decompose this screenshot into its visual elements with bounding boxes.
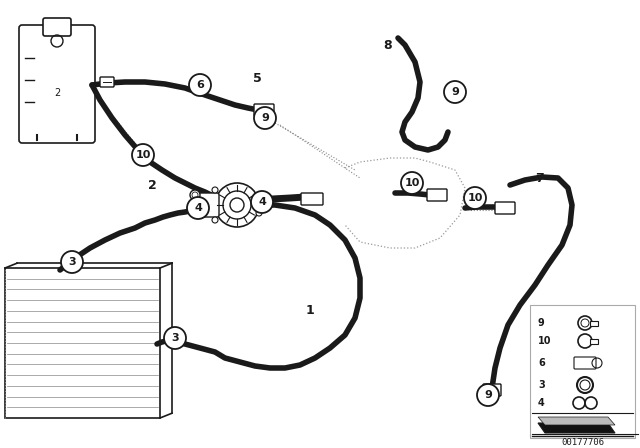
- Text: 7: 7: [536, 172, 545, 185]
- Text: 10: 10: [467, 193, 483, 203]
- Circle shape: [132, 144, 154, 166]
- Bar: [590, 339, 598, 344]
- Circle shape: [212, 217, 218, 223]
- Text: 3: 3: [171, 333, 179, 343]
- Circle shape: [190, 190, 200, 200]
- Text: 10: 10: [538, 336, 552, 346]
- Text: 00177706: 00177706: [561, 438, 605, 447]
- Text: 4: 4: [258, 197, 266, 207]
- FancyBboxPatch shape: [495, 202, 515, 214]
- Text: 3: 3: [538, 380, 545, 390]
- Polygon shape: [538, 423, 615, 433]
- Circle shape: [187, 197, 209, 219]
- Circle shape: [61, 251, 83, 273]
- Circle shape: [195, 200, 205, 210]
- Circle shape: [212, 187, 218, 193]
- Text: 4: 4: [194, 203, 202, 213]
- Circle shape: [256, 210, 262, 216]
- Text: 10: 10: [404, 178, 420, 188]
- FancyBboxPatch shape: [483, 384, 501, 396]
- FancyBboxPatch shape: [427, 189, 447, 201]
- FancyBboxPatch shape: [19, 25, 95, 143]
- FancyBboxPatch shape: [100, 77, 114, 87]
- Text: 3: 3: [68, 257, 76, 267]
- FancyBboxPatch shape: [43, 18, 71, 36]
- Circle shape: [189, 74, 211, 96]
- Text: 10: 10: [135, 150, 150, 160]
- Circle shape: [215, 183, 259, 227]
- Circle shape: [254, 107, 276, 129]
- Text: 9: 9: [484, 390, 492, 400]
- Polygon shape: [538, 417, 615, 425]
- FancyBboxPatch shape: [574, 357, 596, 369]
- Circle shape: [251, 191, 273, 213]
- Text: 8: 8: [384, 39, 392, 52]
- Circle shape: [464, 187, 486, 209]
- Bar: [530, 305, 635, 438]
- Circle shape: [253, 200, 263, 210]
- FancyBboxPatch shape: [197, 193, 219, 217]
- Circle shape: [444, 81, 466, 103]
- Bar: [5, 268, 160, 418]
- Text: 9: 9: [261, 113, 269, 123]
- Text: 6: 6: [538, 358, 545, 368]
- Circle shape: [477, 384, 499, 406]
- Text: 2: 2: [54, 88, 60, 98]
- Text: 9: 9: [451, 87, 459, 97]
- Text: 4: 4: [538, 398, 545, 408]
- FancyBboxPatch shape: [301, 193, 323, 205]
- Circle shape: [256, 194, 262, 200]
- Text: 6: 6: [196, 80, 204, 90]
- FancyBboxPatch shape: [254, 104, 274, 116]
- Circle shape: [164, 327, 186, 349]
- Bar: [590, 321, 598, 326]
- Text: 2: 2: [148, 178, 156, 191]
- Text: 1: 1: [306, 303, 314, 316]
- Text: 9: 9: [538, 318, 545, 328]
- Text: 5: 5: [253, 72, 261, 85]
- Circle shape: [401, 172, 423, 194]
